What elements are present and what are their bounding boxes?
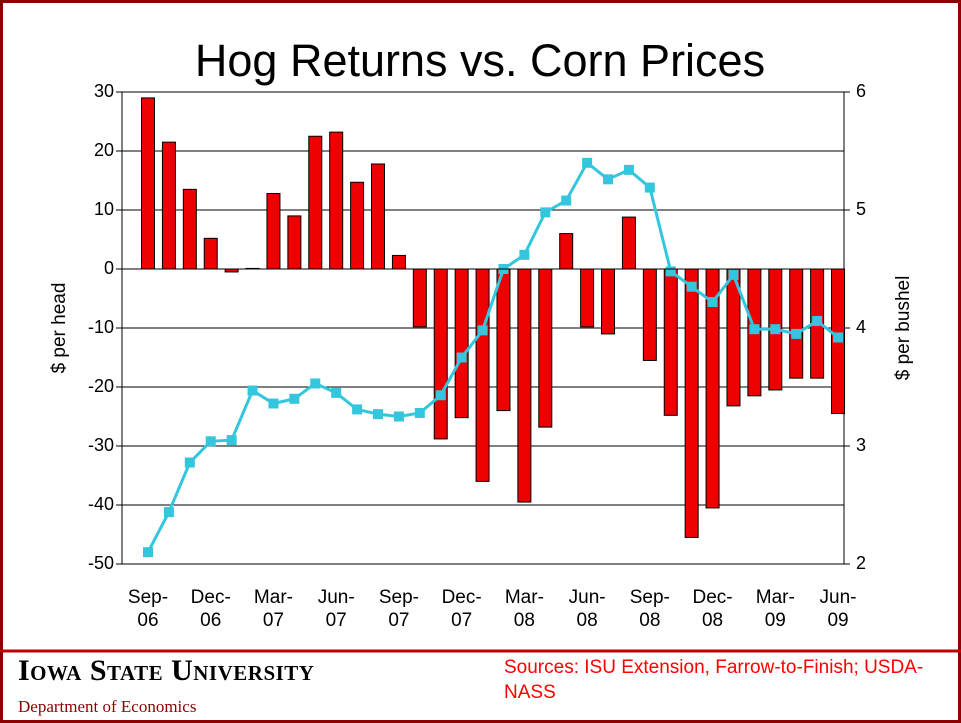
sources: Sources: ISU Extension, Farrow-to-Finish… [504,657,924,703]
marker [561,195,572,206]
marker [268,398,279,409]
x-tick-label: Jun-07 [317,587,355,631]
bar [203,237,218,270]
bar [350,181,365,270]
marker [414,407,425,418]
marker [184,457,195,468]
marker [665,266,676,277]
y2-axis-label: $ per bushel [893,276,914,381]
marker [519,249,530,260]
bar [454,268,469,419]
corn-price-line [146,160,839,553]
y2-tick-label: 2 [856,553,866,573]
x-tick-label: Dec-07 [441,587,482,631]
marker [393,411,404,422]
marker [435,390,446,401]
marker [456,352,467,363]
y2-tick-label: 6 [856,81,866,101]
bar [433,268,448,440]
marker [728,269,739,280]
marker [331,387,342,398]
marker [623,164,634,175]
bar [517,268,532,503]
bar [371,163,386,270]
marker [707,297,718,308]
bar [580,268,595,328]
x-tick-label: Dec-06 [190,587,231,631]
bar [182,188,197,270]
marker [644,182,655,193]
x-tick-label: Mar-07 [253,587,293,631]
x-tick-label: Sep-08 [629,587,670,631]
x-tick-label: Mar-08 [504,587,544,631]
y2-tick-label: 5 [856,199,866,219]
chart-title: Hog Returns vs. Corn Prices [195,35,765,86]
bar [684,268,699,538]
x-tick-label: Jun-08 [568,587,606,631]
marker [686,281,697,292]
bar [538,268,553,428]
y-tick-label: -50 [88,553,114,573]
y2-tick-label: 4 [856,317,866,337]
marker [289,393,300,404]
bar [412,268,427,328]
marker [163,507,174,518]
marker [143,547,153,558]
marker [226,435,237,446]
y2-tick-label: 3 [856,435,866,455]
bar [475,268,490,482]
bar [663,268,678,416]
marker [833,332,844,343]
x-tick-label: Sep-07 [378,587,419,631]
x-tick-label: Mar-09 [755,587,795,631]
y-tick-label: 10 [94,199,114,219]
bar [287,215,302,270]
x-tick-label: Sep-06 [127,587,169,631]
department: Department of Economics [18,697,197,716]
marker [247,385,258,396]
bar [266,192,281,270]
bar [559,233,574,270]
bar [601,268,616,335]
y-tick-label: 20 [94,140,114,160]
bar [496,268,511,412]
marker [205,436,216,447]
y-axis-label: $ per head [49,283,70,374]
marker [812,315,823,326]
marker [310,378,321,389]
bar [642,268,657,361]
y-tick-label: -10 [88,317,114,337]
y-tick-label: -20 [88,376,114,396]
marker [373,409,384,420]
bar [391,254,406,270]
bar [329,131,344,270]
x-tick-label: Dec-08 [692,587,733,631]
y-tick-label: -40 [88,494,114,514]
y-tick-label: 0 [104,258,114,278]
y-tick-label: 30 [94,81,114,101]
marker [770,324,781,335]
bar [161,141,176,270]
marker [477,325,488,336]
bar [141,97,155,270]
bar [621,216,636,270]
marker [749,324,760,335]
y-tick-label: -30 [88,435,114,455]
marker [603,174,614,185]
bar [308,135,323,270]
marker [352,404,363,415]
x-tick-label: Jun-09 [819,587,857,631]
university-logo: Iowa State University [18,654,315,687]
bar [789,268,804,379]
marker [582,157,593,168]
marker [791,328,802,339]
marker [540,207,551,218]
